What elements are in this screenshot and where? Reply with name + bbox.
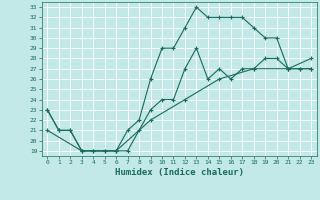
X-axis label: Humidex (Indice chaleur): Humidex (Indice chaleur) <box>115 168 244 177</box>
